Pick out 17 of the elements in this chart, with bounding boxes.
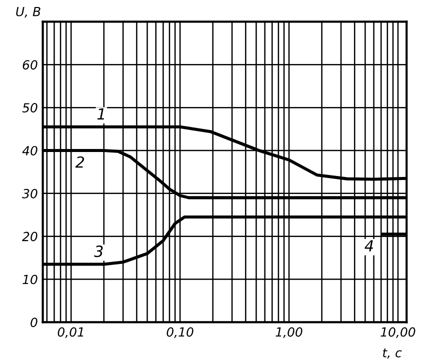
y-tick-label: 30 (22, 188, 38, 198)
annotation: 1 (97, 108, 104, 120)
x-tick-label: 0,10 (166, 327, 194, 338)
x-axis-title: t, с (382, 348, 402, 359)
y-axis-title: U, В (16, 7, 40, 18)
x-tick-label: 0,01 (58, 327, 84, 338)
annotation: 4 (364, 240, 374, 252)
x-tick-label: 10,00 (380, 327, 416, 338)
y-tick-label: 40 (22, 146, 38, 156)
y-tick-label: 50 (22, 103, 38, 112)
y-tick-label: 10 (22, 274, 38, 284)
annotation: 2 (75, 156, 84, 168)
y-tick-label: 60 (22, 60, 38, 70)
y-tick-label: 0 (30, 318, 38, 328)
x-tick-label: 1,00 (276, 327, 302, 338)
y-tick-label: 20 (22, 232, 38, 242)
annotation: 3 (94, 246, 103, 258)
